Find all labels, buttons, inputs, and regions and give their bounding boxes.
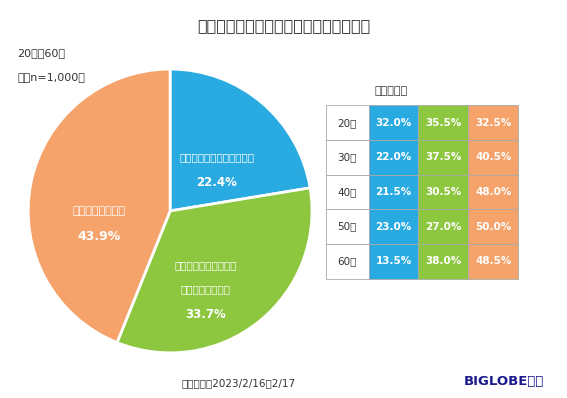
Text: 40代: 40代	[337, 187, 357, 197]
Text: ＜年代別＞: ＜年代別＞	[374, 86, 407, 96]
Text: 35.5%: 35.5%	[425, 118, 462, 128]
Text: ：（n=1,000）: ：（n=1,000）	[17, 72, 85, 82]
Text: 13.5%: 13.5%	[375, 256, 412, 266]
Wedge shape	[170, 69, 310, 211]
Text: 時代に合わせて変容すべき: 時代に合わせて変容すべき	[179, 152, 255, 162]
Text: 40.5%: 40.5%	[475, 152, 511, 162]
Text: 30代: 30代	[337, 152, 357, 162]
Text: 32.5%: 32.5%	[475, 118, 511, 128]
Text: 48.5%: 48.5%	[475, 256, 511, 266]
Text: 43.9%: 43.9%	[78, 230, 121, 243]
Text: 33.7%: 33.7%	[185, 308, 226, 321]
Text: 32.0%: 32.0%	[375, 118, 412, 128]
Text: 21.5%: 21.5%	[375, 187, 412, 197]
Text: 50代: 50代	[337, 222, 357, 232]
Text: BIGLOBE調べ: BIGLOBE調べ	[464, 375, 544, 388]
Wedge shape	[28, 69, 170, 343]
Text: 22.0%: 22.0%	[375, 152, 412, 162]
Text: 50.0%: 50.0%	[475, 222, 511, 232]
Text: 37.5%: 37.5%	[425, 152, 462, 162]
Text: 60代: 60代	[337, 256, 357, 266]
Text: 一律で禁止すべき: 一律で禁止すべき	[73, 206, 126, 216]
Text: 一律ではなく、個々で: 一律ではなく、個々で	[174, 260, 237, 270]
Text: 温泉でタトゥー禁止が多いことについて: 温泉でタトゥー禁止が多いことについて	[197, 18, 370, 33]
Text: 27.0%: 27.0%	[425, 222, 462, 232]
Text: 20代〜60代: 20代〜60代	[17, 48, 65, 58]
Text: 48.0%: 48.0%	[475, 187, 511, 197]
Text: 調査期間：2023/2/16〜2/17: 調査期間：2023/2/16〜2/17	[181, 378, 295, 388]
Text: 22.4%: 22.4%	[197, 176, 238, 189]
Text: 38.0%: 38.0%	[425, 256, 462, 266]
Text: 対応を検討すべき: 対応を検討すべき	[180, 284, 231, 294]
Text: 30.5%: 30.5%	[425, 187, 462, 197]
Text: 20代: 20代	[337, 118, 357, 128]
Wedge shape	[117, 188, 312, 353]
Text: 23.0%: 23.0%	[375, 222, 412, 232]
